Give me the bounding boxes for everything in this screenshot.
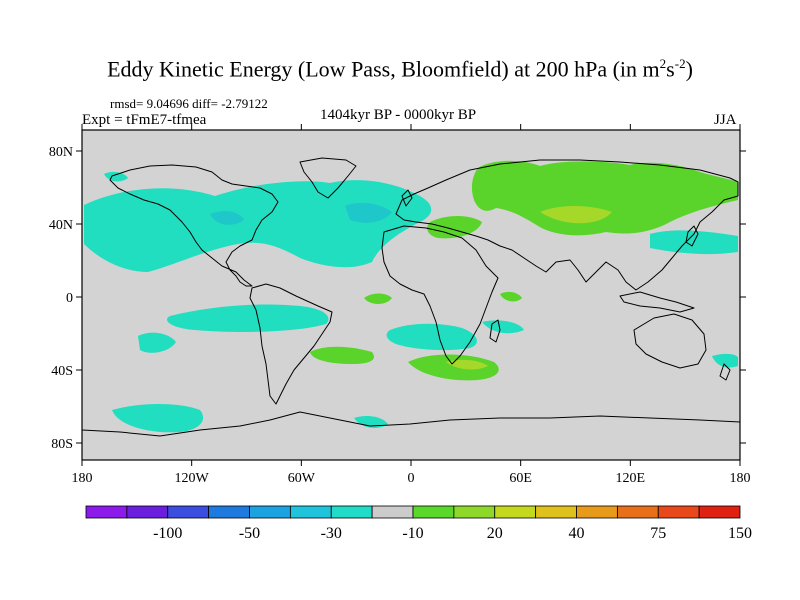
y-tick-label: 80S	[51, 437, 73, 452]
colorbar-label: -30	[321, 525, 342, 542]
teal-patch-north-atlantic	[84, 180, 432, 272]
colorbar-swatch	[249, 505, 291, 519]
colorbar-swatch	[616, 505, 659, 519]
colorbar-swatch	[208, 505, 250, 519]
japan-coastline	[685, 225, 699, 247]
colorbar-swatch	[657, 505, 700, 519]
eurasia-coastline	[395, 159, 739, 291]
anomaly-patches	[84, 160, 738, 433]
x-tick-label: 120E	[616, 471, 646, 486]
colorbar-swatch	[412, 505, 455, 519]
colorbar-label: 150	[728, 525, 752, 542]
teal-dark-core-2	[210, 211, 244, 225]
colorbar-swatch	[85, 505, 128, 519]
green-patch-equatorial-africa	[500, 291, 522, 302]
map-area	[82, 130, 740, 460]
x-tick-label: 60W	[288, 471, 316, 486]
colorbar-swatch	[698, 505, 741, 519]
australia-coastline	[633, 313, 707, 369]
lime-core-central-asia	[540, 206, 612, 224]
colorbar-label: -50	[239, 525, 260, 542]
coastlines	[82, 157, 740, 437]
x-tick-label: 180	[72, 471, 93, 486]
x-tick-label: 120W	[175, 471, 210, 486]
y-tick-label: 80N	[49, 145, 73, 160]
colorbar-swatch	[289, 505, 332, 519]
south-america-coastline	[249, 283, 333, 405]
y-tick-label: 40N	[49, 218, 73, 233]
teal-patch-southern-ocean-east	[712, 353, 738, 368]
maritime-continent-coastline	[619, 291, 695, 313]
colorbar: -100 -50 -30 -10 20 40 75 150	[85, 505, 752, 542]
colorbar-label: 40	[569, 525, 585, 542]
teal-patch-southern-ocean-west	[112, 404, 204, 433]
north-america-coastline	[109, 164, 279, 287]
period-label: 1404kyr BP - 0000kyr BP	[320, 107, 477, 123]
madagascar-coastline	[489, 319, 501, 343]
colorbar-swatch	[126, 505, 169, 519]
green-patch-mediterranean	[427, 216, 482, 239]
colorbar-swatch	[330, 505, 373, 519]
stats-label: rmsd= 9.04696 diff= -2.79122	[110, 96, 268, 111]
colorbar-swatch	[371, 505, 414, 519]
teal-patch-southeast-pacific	[138, 332, 176, 353]
colorbar-label: 20	[487, 525, 503, 542]
lime-core-south-africa	[446, 359, 488, 370]
colorbar-label: 75	[650, 525, 666, 542]
y-tick-label: 0	[66, 291, 73, 306]
green-patch-eurasia	[471, 160, 738, 236]
green-patch-south-atlantic	[310, 346, 374, 364]
antarctica-coastline	[82, 411, 740, 437]
colorbar-swatch	[167, 505, 210, 519]
new-zealand-coastline	[719, 363, 731, 381]
x-axis: 180 120W 60W 0 60E 120E 180	[72, 124, 751, 486]
season-label: JJA	[714, 112, 737, 128]
y-tick-label: 40S	[51, 364, 73, 379]
y-axis: 80N 40N 0 40S 80S	[49, 145, 746, 452]
plot-title: Eddy Kinetic Energy (Low Pass, Bloomfiel…	[107, 56, 693, 82]
green-patch-south-africa	[408, 354, 499, 381]
colorbar-label: -10	[402, 525, 423, 542]
x-tick-label: 60E	[509, 471, 532, 486]
green-patch-east-siberia	[684, 188, 718, 201]
colorbar-label: -100	[153, 525, 182, 542]
teal-patch-south-atlantic	[386, 323, 477, 351]
africa-coastline	[381, 225, 499, 365]
colorbar-swatch	[535, 505, 577, 519]
teal-dark-core-1	[345, 202, 392, 223]
greenland-coastline	[299, 157, 357, 199]
colorbar-swatch	[494, 505, 537, 519]
x-tick-label: 180	[730, 471, 751, 486]
teal-patch-south-pacific	[167, 304, 329, 332]
colorbar-swatch	[576, 505, 618, 519]
colorbar-swatch	[453, 505, 496, 519]
experiment-label: Expt = tFmE7-tfmea	[82, 112, 207, 128]
british-isles-coastline	[401, 189, 413, 207]
green-patch-equatorial-atlantic	[364, 293, 392, 304]
x-tick-label: 0	[408, 471, 415, 486]
